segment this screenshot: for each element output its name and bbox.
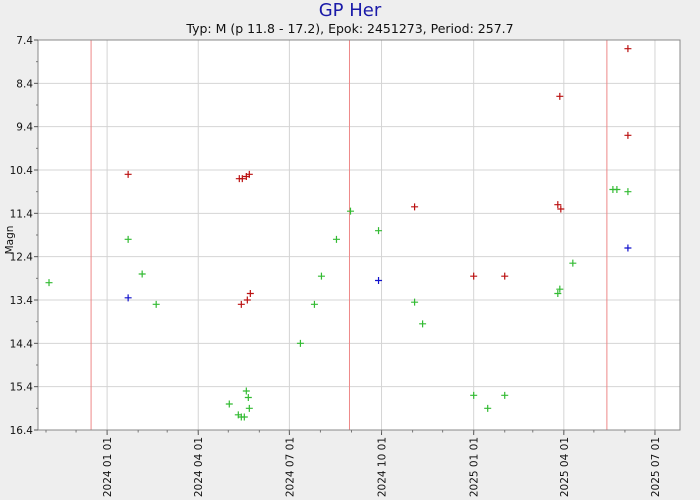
chart-title: GP Her [318,0,382,21]
data-point-green [245,404,253,412]
data-point-blue [124,294,132,302]
data-point-green [556,285,564,293]
data-point-green [569,259,577,267]
data-point-green [346,207,354,215]
data-point-green [332,235,340,243]
y-tick-label: 8.4 [16,78,33,90]
data-point-red [124,170,132,178]
data-point-red [624,131,632,139]
data-point-green [624,188,632,196]
x-tick-label: 2024 07 01 [284,437,296,497]
data-point-green [225,400,233,408]
y-tick-label: 12.4 [10,252,34,264]
data-point-green [375,227,383,235]
data-point-green [317,272,325,280]
x-tick-label: 2025 01 01 [469,437,481,497]
x-tick-label: 2024 01 01 [102,437,114,497]
x-tick-label: 2025 07 01 [650,437,662,497]
data-point-green [411,298,419,306]
data-point-red [556,92,564,100]
data-point-red [501,272,509,280]
data-point-red [237,300,245,308]
vertical-markers [90,40,608,430]
y-tick-label: 14.4 [10,338,34,350]
data-point-green [242,387,250,395]
x-axis: 2024 01 01 2024 04 01 2024 07 01 2024 10 01… [45,430,662,497]
data-point-green [138,270,146,278]
plot-area [38,40,680,430]
data-point-green [613,186,621,193]
data-point-red [245,170,253,178]
y-tick-label: 13.4 [10,295,34,307]
y-tick-label: 9.4 [16,122,33,134]
data-point-green [244,394,252,401]
data-point-red [624,45,632,53]
data-point-blue [624,244,632,252]
y-tick-label: 11.4 [10,208,34,220]
data-point-green [484,404,492,412]
data-point-green [240,413,248,421]
data-point-green [45,279,53,287]
data-point-green [296,339,304,347]
data-point-red [246,290,254,297]
data-point-green [554,290,562,297]
data-point-red [411,203,419,211]
data-point-red [557,205,565,213]
chart-subtitle: Typ: M (p 11.8 - 17.2), Epok: 2451273, P… [186,21,514,36]
data-point-red [243,296,251,304]
data-point-green [152,300,160,308]
y-axis: 7.4 8.4 9.4 10.4 11.4 12.4 13.4 14.4 15.4 16.4 [10,35,38,437]
data-point-red [470,272,478,280]
y-axis-label: Magn [4,226,16,255]
y-tick-label: 10.4 [10,165,34,177]
data-point-green [470,391,478,399]
data-point-red [554,201,562,209]
x-tick-label: 2024 10 01 [377,437,389,497]
data-point-green [310,300,318,308]
y-tick-label: 7.4 [16,35,33,47]
data-point-blue [375,277,383,284]
data-point-green [419,320,427,328]
x-tick-label: 2024 04 01 [193,437,205,497]
data-point-red [238,175,246,183]
data-points [45,45,632,421]
y-tick-label: 16.4 [10,425,34,437]
x-tick-label: 2025 04 01 [559,437,571,497]
data-point-green [501,391,509,399]
y-tick-label: 15.4 [10,382,34,394]
data-point-green [124,235,132,243]
